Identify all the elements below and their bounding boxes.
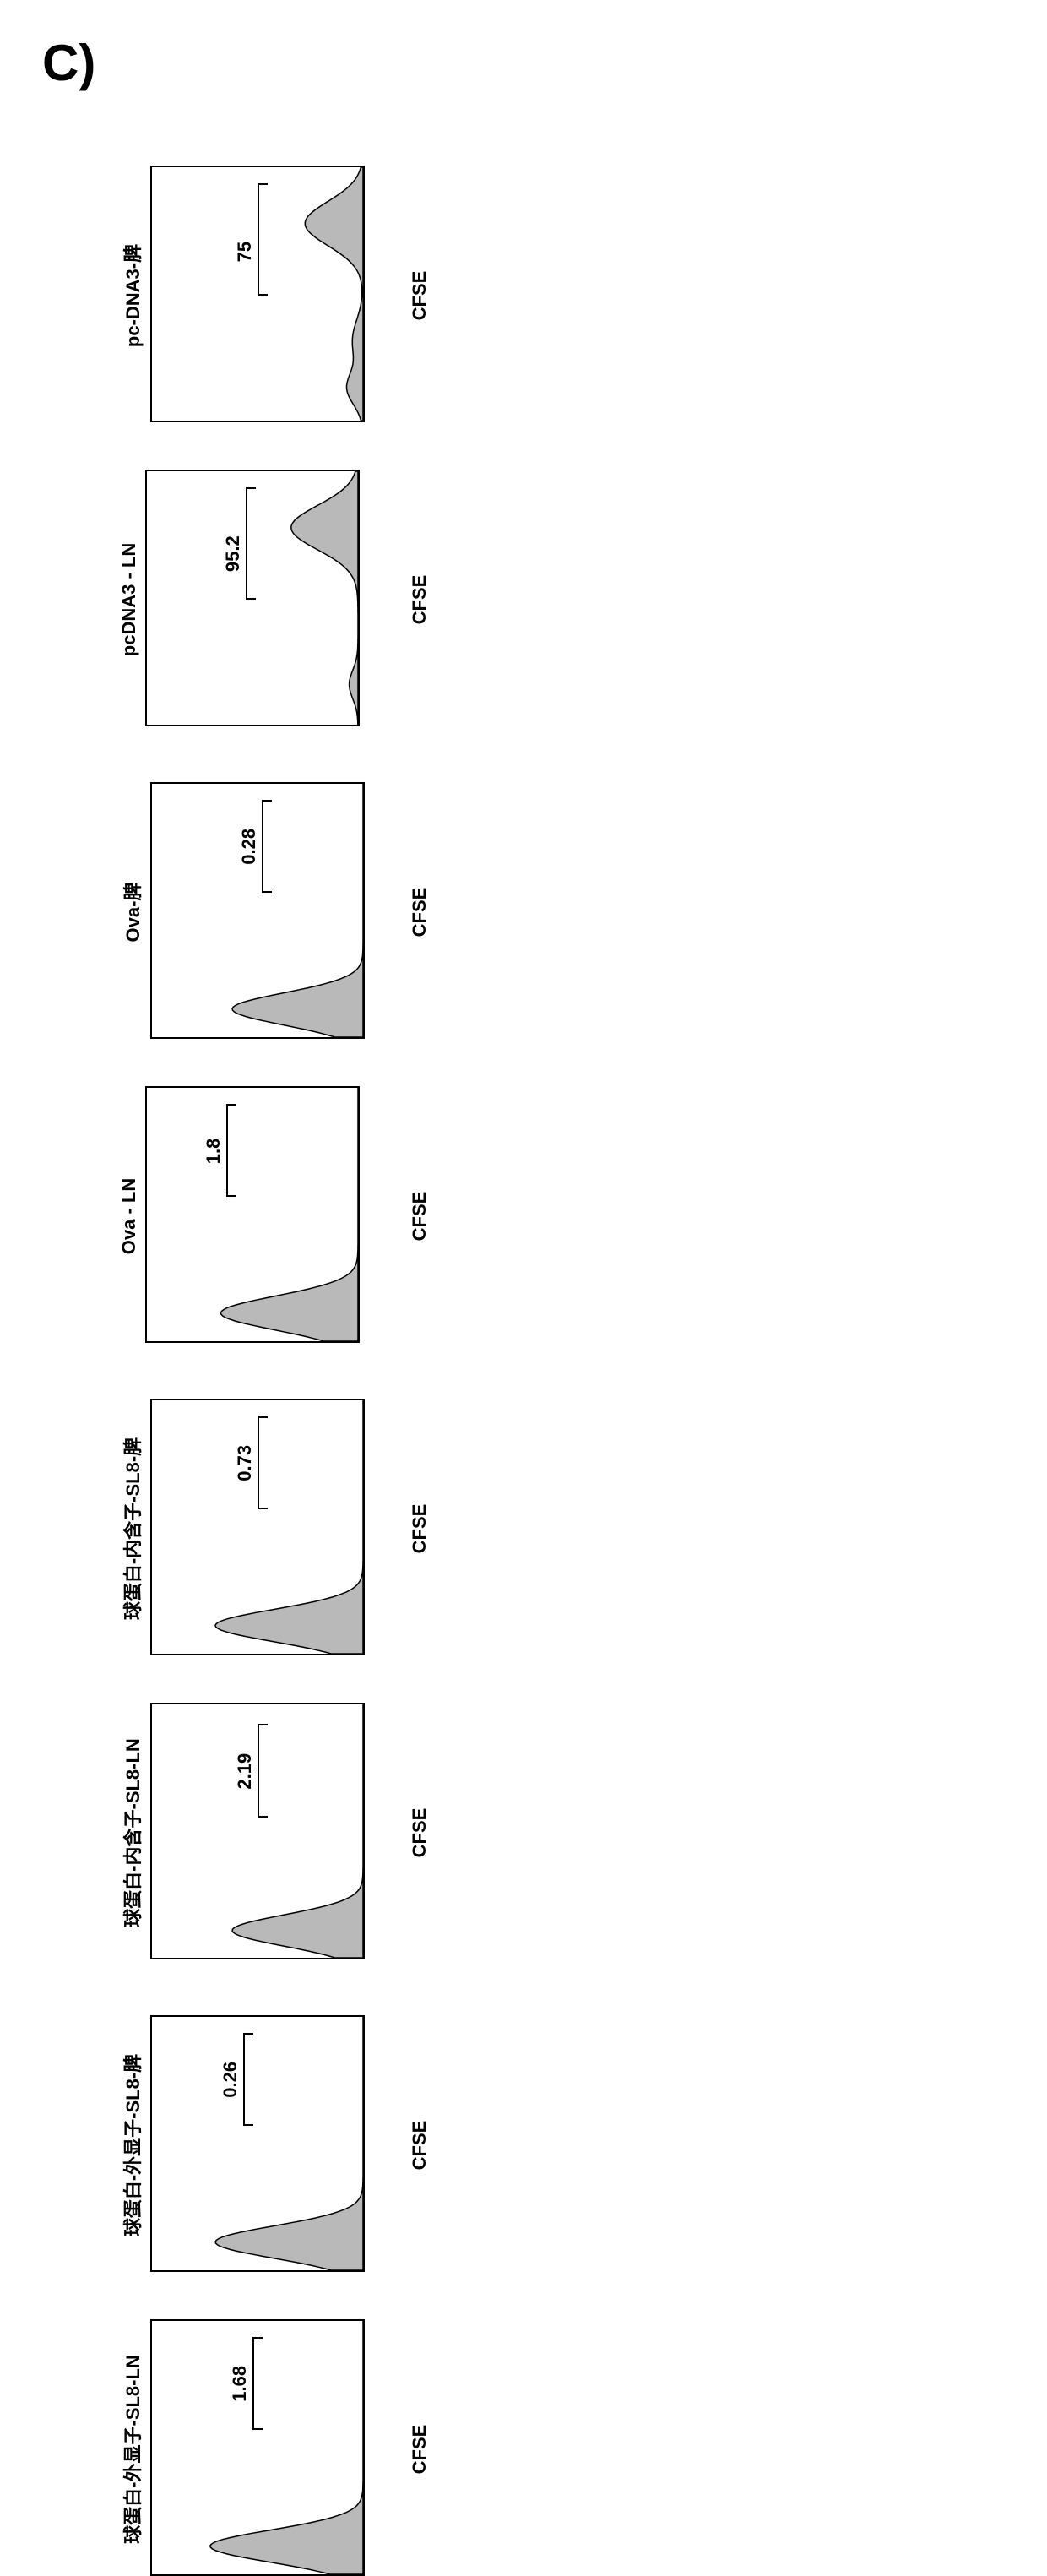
plot-pair-slot: 球蛋白-外显子-SL8-LN1.68计数02.04.06.08.00104CFS… <box>118 2019 397 2576</box>
x-axis-label: CFSE <box>409 271 431 321</box>
plot-title: Ova-脾 <box>118 785 145 1039</box>
gate-marker <box>246 487 247 600</box>
plot-title: 球蛋白-内含子-SL8-LN <box>118 1706 145 1959</box>
x-axis-label: CFSE <box>409 1192 431 1242</box>
gate-value: 75 <box>234 242 256 262</box>
plot-area: 75计数00.51.01.52.00104 <box>150 166 365 422</box>
gate-value: 95.2 <box>222 535 244 572</box>
plot-title: 球蛋白-外显子-SL8-LN <box>118 2323 145 2576</box>
histogram-panel: 球蛋白-外显子-SL8-脾0.26计数010.020.030.00104CFSE <box>118 2019 397 2272</box>
x-axis-label: CFSE <box>409 1504 431 1554</box>
gate-value: 0.73 <box>234 1445 256 1481</box>
plot-area: 0.28计数05.010.015.025.00104 <box>150 782 365 1039</box>
gate-marker <box>243 2033 245 2126</box>
plot-column: pcDNA3 - LN95.2计数02.04.06.00104 CFSE pc-DN… <box>118 169 963 2576</box>
plot-title: 球蛋白-内含子-SL8-脾 <box>118 1402 145 1655</box>
plot-area: 0.26计数010.020.030.00104 <box>150 2015 365 2272</box>
plot-area: 0.73计数010.020.030.00104 <box>150 1399 365 1655</box>
plot-area: 1.68计数02.04.06.08.00104 <box>150 2319 365 2576</box>
gate-marker <box>226 1104 228 1197</box>
gate-marker <box>258 183 259 296</box>
plot-pair: pcDNA3 - LN95.2计数02.04.06.00104CFSEpc-DN… <box>118 169 397 726</box>
plot-area: 1.8计数02.04.06.08.00104 <box>145 1086 360 1343</box>
histogram-panel: 球蛋白-内含子-SL8-LN2.19计数02.04.06.08.010.0010… <box>118 1706 397 1959</box>
x-axis-label: CFSE <box>409 888 431 937</box>
x-axis-label: CFSE <box>409 2121 431 2171</box>
gate-value: 1.68 <box>229 2366 251 2402</box>
plot-area: 95.2计数02.04.06.00104 <box>145 470 360 726</box>
histogram-panel: Ova - LN1.8计数02.04.06.08.00104CFSE <box>118 1090 397 1343</box>
histogram-trace <box>147 1088 358 1341</box>
plot-pair: 球蛋白-内含子-SL8-LN2.19计数02.04.06.08.010.0010… <box>118 1402 397 1959</box>
histogram-panel: 球蛋白-内含子-SL8-脾0.73计数010.020.030.00104CFSE <box>118 1402 397 1655</box>
histogram-trace <box>152 784 363 1037</box>
histogram-panel: pcDNA3 - LN95.2计数02.04.06.00104CFSE <box>118 473 397 726</box>
gate-marker <box>252 2337 254 2430</box>
gate-value: 0.26 <box>220 2062 241 2098</box>
x-axis-label: CFSE <box>409 1808 431 1858</box>
histogram-trace <box>152 2321 363 2574</box>
plot-area: 2.19计数02.04.06.08.010.00105 <box>150 1703 365 1959</box>
gate-marker <box>258 1416 259 1509</box>
gate-marker <box>262 800 263 893</box>
plot-title: Ova - LN <box>118 1090 140 1343</box>
histogram-panel: 球蛋白-外显子-SL8-LN1.68计数02.04.06.08.00104CFS… <box>118 2323 397 2576</box>
plot-pair: Ova - LN1.8计数02.04.06.08.00104CFSEOva-脾0… <box>118 785 397 1343</box>
x-axis-label: CFSE <box>409 2425 431 2475</box>
gate-value: 0.28 <box>238 829 260 865</box>
plot-pair-slot: Ova - LN1.8计数02.04.06.08.00104CFSEOva-脾0… <box>118 785 397 1343</box>
gate-marker <box>258 1724 259 1818</box>
panel-letter: C) <box>42 34 95 92</box>
plot-title: pcDNA3 - LN <box>118 473 140 726</box>
plot-pair: 球蛋白-外显子-SL8-LN1.68计数02.04.06.08.00104CFS… <box>118 2019 397 2576</box>
page: C) pcDNA3 - LN95.2计数02.04.06.00104 CFSE pc… <box>0 0 1047 2043</box>
plot-title: 球蛋白-外显子-SL8-脾 <box>118 2019 145 2272</box>
histogram-trace <box>152 2017 363 2270</box>
histogram-panel: Ova-脾0.28计数05.010.015.025.00104CFSE <box>118 785 397 1039</box>
gate-value: 2.19 <box>234 1753 256 1790</box>
histogram-panel: pc-DNA3-脾75计数00.51.01.52.00104CFSE <box>118 169 397 422</box>
plot-pair-slot: 球蛋白-内含子-SL8-LN2.19计数02.04.06.08.010.0010… <box>118 1402 397 1959</box>
gate-value: 1.8 <box>203 1139 225 1165</box>
plot-title: pc-DNA3-脾 <box>118 169 145 422</box>
plot-pair-slot: pcDNA3 - LN95.2计数02.04.06.00104CFSEpc-DN… <box>118 169 397 726</box>
x-axis-label: CFSE <box>409 575 431 625</box>
